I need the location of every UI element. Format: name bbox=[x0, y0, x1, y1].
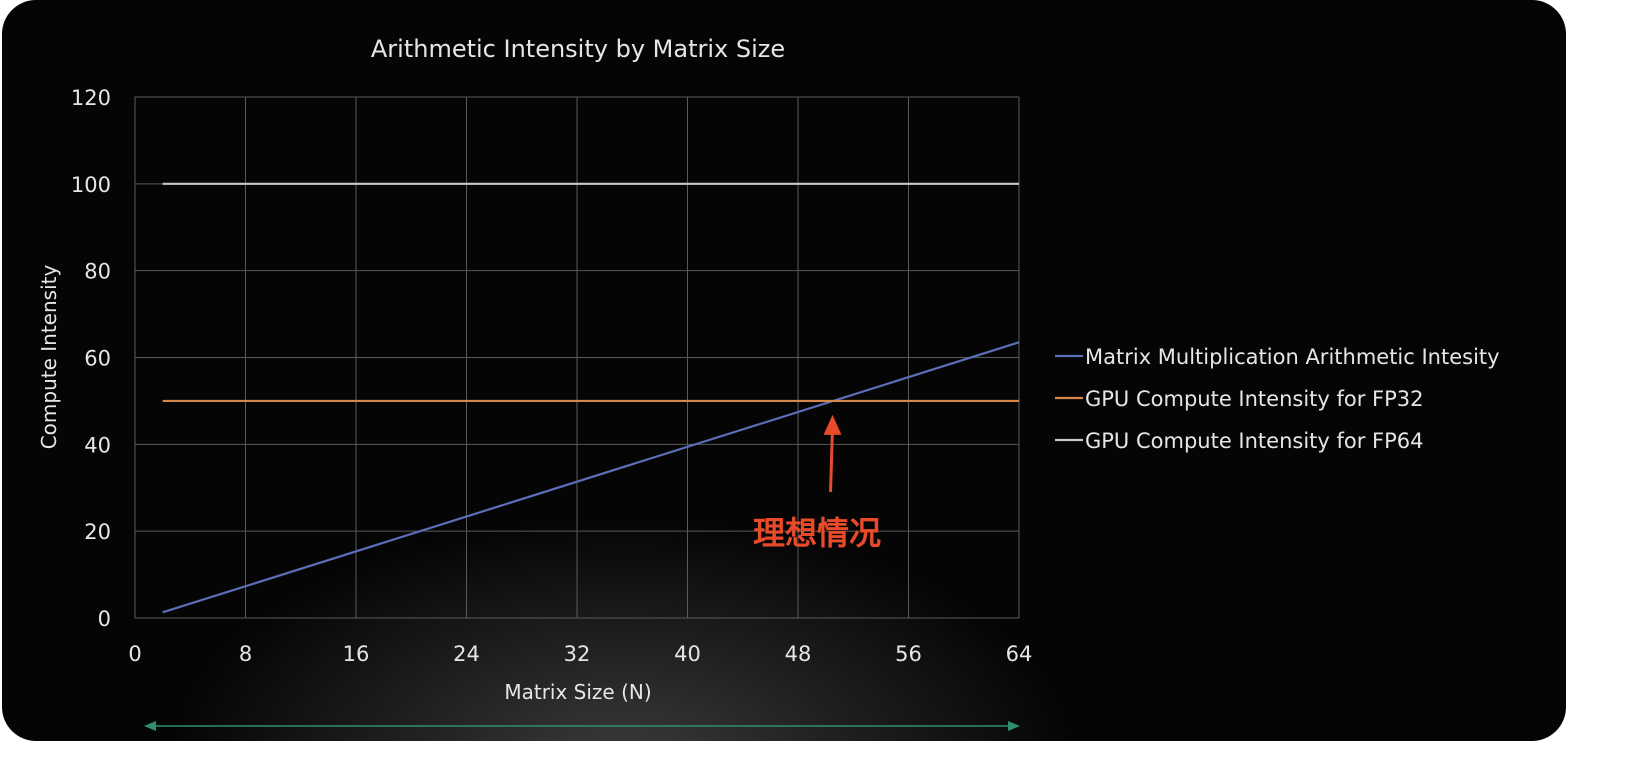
chart: 0 8 16 24 32 40 48 56 64 0 20 40 60 80 100 120 Arithmeti… bbox=[37, 35, 1500, 731]
x-tick-label: 16 bbox=[343, 642, 370, 666]
y-axis-label: Compute Intensity bbox=[37, 265, 61, 450]
annotation-arrow-shaft bbox=[829, 426, 835, 493]
y-tick-label: 40 bbox=[84, 433, 111, 457]
legend-label: Matrix Multiplication Arithmetic Intesit… bbox=[1085, 345, 1500, 369]
x-tick-label: 32 bbox=[564, 642, 591, 666]
slide-frame: 0 8 16 24 32 40 48 56 64 0 20 40 60 80 100 120 Arithmeti… bbox=[2, 0, 1566, 741]
y-tick-label: 20 bbox=[84, 520, 111, 544]
range-arrow-left-head bbox=[144, 721, 156, 731]
annotation-label: 理想情况 bbox=[753, 514, 881, 552]
legend-label: GPU Compute Intensity for FP64 bbox=[1085, 429, 1424, 453]
x-axis-label: Matrix Size (N) bbox=[504, 680, 651, 704]
chart-title: Arithmetic Intensity by Matrix Size bbox=[371, 35, 785, 63]
range-arrow-right-head bbox=[1008, 721, 1020, 731]
y-tick-label: 0 bbox=[98, 607, 111, 631]
x-tick-label: 24 bbox=[453, 642, 480, 666]
x-tick-label: 64 bbox=[1006, 642, 1033, 666]
y-tick-label: 120 bbox=[71, 86, 111, 110]
annotation-arrow-head bbox=[823, 414, 842, 435]
x-tick-label: 48 bbox=[785, 642, 812, 666]
x-tick-label: 56 bbox=[895, 642, 922, 666]
legend-label: GPU Compute Intensity for FP32 bbox=[1085, 387, 1424, 411]
x-tick-label: 8 bbox=[239, 642, 252, 666]
x-tick-label: 40 bbox=[674, 642, 701, 666]
y-tick-label: 100 bbox=[71, 173, 111, 197]
y-tick-label: 80 bbox=[84, 260, 111, 284]
x-tick-label: 0 bbox=[128, 642, 141, 666]
series-line bbox=[162, 341, 1020, 614]
y-tick-label: 60 bbox=[84, 347, 111, 371]
